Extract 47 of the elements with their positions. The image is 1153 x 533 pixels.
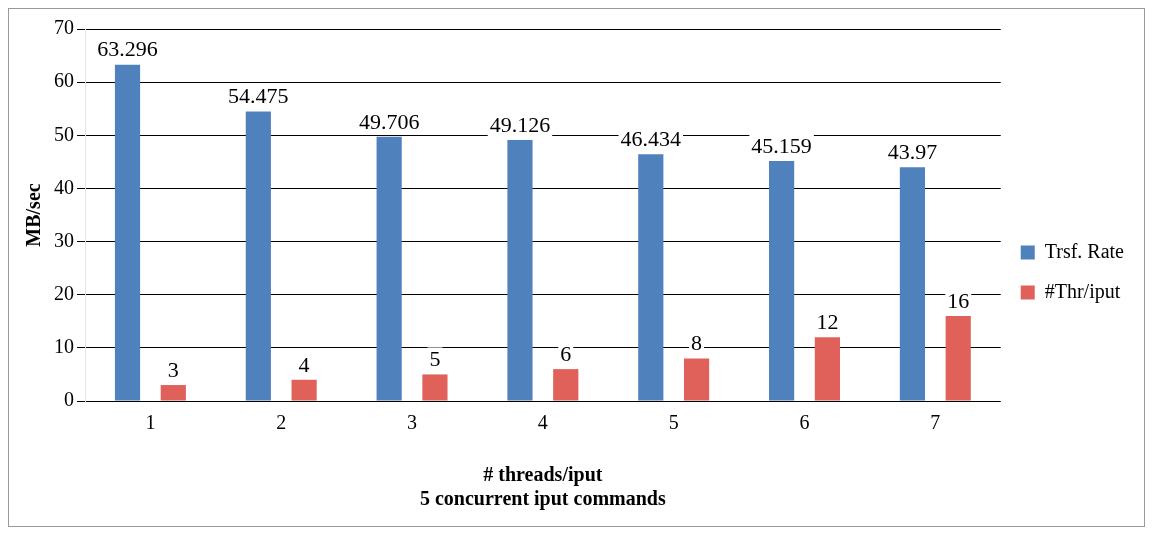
x-tick-label: 4 <box>537 411 548 434</box>
y-axis-title: MB/sec <box>22 183 45 247</box>
data-label: 45.159 <box>751 132 812 158</box>
bar <box>683 358 710 401</box>
bar <box>814 337 840 401</box>
bar <box>422 374 448 401</box>
x-tick-label: 3 <box>407 411 418 434</box>
y-tick-label: 50 <box>54 122 74 145</box>
data-label: 3 <box>167 356 179 382</box>
x-axis-title: # threads/iput 5 concurrent iput commands <box>419 463 666 511</box>
y-tick-label: 40 <box>54 175 74 198</box>
bar <box>160 385 186 401</box>
bar <box>553 369 579 401</box>
bar <box>376 136 402 401</box>
data-label: 5 <box>429 346 441 372</box>
y-tick-label: 30 <box>54 228 74 251</box>
x-tick-label: 7 <box>930 411 941 434</box>
data-label: 54.475 <box>228 83 289 109</box>
data-label: 8 <box>691 330 703 356</box>
data-label: 49.126 <box>489 111 551 137</box>
y-tick-label: 20 <box>54 281 74 304</box>
data-label: 49.706 <box>358 108 420 134</box>
bar <box>507 139 533 401</box>
data-label: 43.97 <box>887 139 938 165</box>
bar <box>291 379 317 401</box>
legend-label: Trsf. Rate <box>1044 239 1125 262</box>
x-tick-label: 2 <box>276 411 287 434</box>
data-label: 16 <box>947 287 970 313</box>
data-label: 6 <box>560 340 572 366</box>
x-tick-label: 1 <box>145 411 156 434</box>
data-label: 12 <box>816 309 839 335</box>
y-tick-label: 70 <box>54 16 74 39</box>
x-tick-label: 5 <box>668 411 679 434</box>
bar <box>114 64 141 401</box>
y-tick-label: 10 <box>54 335 74 358</box>
y-tick-label: 0 <box>64 388 74 411</box>
legend-label: #Thr/iput <box>1044 279 1121 303</box>
bar <box>769 161 795 401</box>
data-label: 4 <box>298 351 310 377</box>
y-tick-label: 60 <box>54 69 74 92</box>
x-tick-label: 6 <box>799 411 810 434</box>
bar <box>945 315 971 401</box>
data-label: 63.296 <box>97 36 158 62</box>
bar <box>638 154 664 401</box>
data-label: 46.434 <box>620 126 682 152</box>
bar <box>899 167 926 401</box>
bar <box>245 111 271 401</box>
